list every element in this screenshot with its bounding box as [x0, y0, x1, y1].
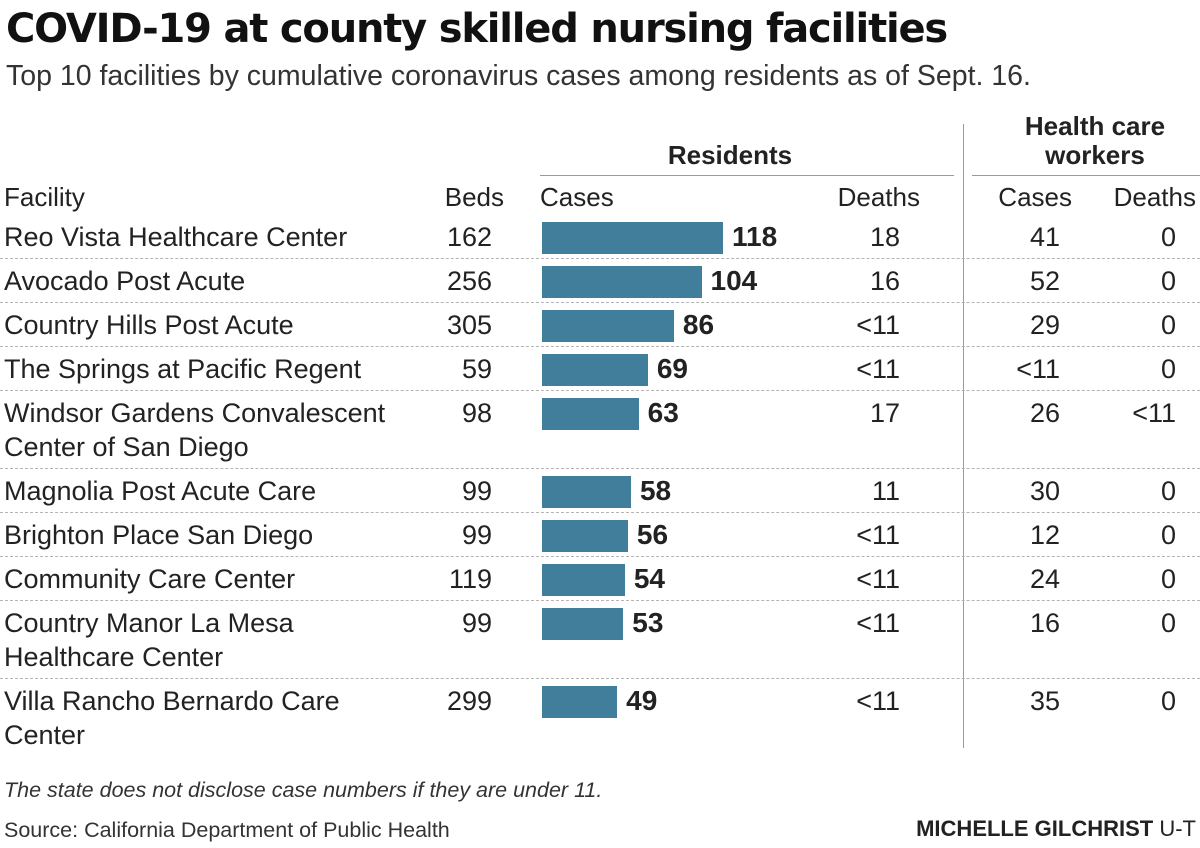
worker-cases-value: 52 — [1029, 266, 1060, 296]
worker-deaths-value: 0 — [1160, 222, 1176, 252]
beds-value: 256 — [446, 266, 492, 296]
beds-value: 119 — [448, 564, 492, 594]
workers-group-header: Health care workers — [1024, 111, 1166, 170]
header-facility: Facility — [4, 182, 85, 212]
beds-value: 99 — [461, 608, 492, 638]
row-separator — [0, 302, 1200, 303]
header-worker-deaths: Deaths — [1113, 182, 1196, 212]
worker-cases-value: 12 — [1029, 520, 1060, 550]
workers-group-rule — [972, 175, 1200, 176]
beds-value: 162 — [446, 222, 492, 252]
resident-deaths-value: <11 — [856, 686, 900, 716]
resident-deaths-value: 11 — [871, 476, 900, 506]
row-separator — [0, 468, 1200, 469]
resident-deaths-value: <11 — [856, 608, 900, 638]
facility-name: Country Manor La Mesa Healthcare Center — [4, 608, 294, 672]
worker-deaths-value: <11 — [1132, 398, 1176, 428]
cases-value-label: 104 — [710, 265, 758, 296]
worker-deaths-value: 0 — [1160, 266, 1176, 296]
footnote: The state does not disclose case numbers… — [4, 778, 603, 802]
beds-value: 59 — [461, 354, 492, 384]
cases-value-label: 56 — [636, 519, 669, 550]
credit: MICHELLE GILCHRIST U-T — [916, 816, 1196, 842]
row-separator — [0, 556, 1200, 557]
cases-value-label: 54 — [633, 563, 665, 594]
row-separator — [0, 258, 1200, 259]
facility-name: Avocado Post Acute — [4, 266, 246, 296]
credit-org: U-T — [1159, 816, 1196, 841]
row-separator — [0, 512, 1200, 513]
worker-deaths-value: 0 — [1160, 564, 1176, 594]
cases-bar — [542, 520, 628, 552]
worker-deaths-value: 0 — [1160, 476, 1176, 506]
beds-value: 99 — [461, 476, 492, 506]
resident-deaths-value: <11 — [856, 564, 900, 594]
cases-bar — [542, 608, 624, 640]
facility-name: Windsor Gardens Convalescent Center of S… — [4, 398, 386, 462]
cases-value-label: 69 — [656, 353, 688, 384]
worker-cases-value: 26 — [1029, 398, 1060, 428]
beds-value: 299 — [446, 686, 492, 716]
cases-bar — [542, 266, 702, 298]
row-separator — [0, 390, 1200, 391]
facility-name: Magnolia Post Acute Care — [4, 476, 317, 506]
cases-value-label: 63 — [647, 397, 679, 428]
cases-bar — [542, 222, 723, 254]
worker-cases-value: <11 — [1016, 354, 1060, 384]
worker-cases-value: 41 — [1029, 222, 1060, 252]
row-separator — [0, 678, 1200, 679]
beds-value: 98 — [461, 398, 492, 428]
facility-name: Brighton Place San Diego — [4, 520, 314, 550]
cases-value-label: 58 — [639, 475, 672, 506]
worker-deaths-value: 0 — [1160, 608, 1176, 638]
residents-group-rule — [540, 175, 954, 176]
header-worker-cases: Cases — [998, 182, 1072, 212]
resident-deaths-value: <11 — [856, 520, 900, 550]
worker-deaths-value: 0 — [1160, 310, 1176, 340]
header-resident-cases: Cases — [540, 182, 614, 212]
worker-cases-value: 24 — [1029, 564, 1060, 594]
header-resident-deaths: Deaths — [837, 182, 920, 212]
cases-value-label: 118 — [732, 221, 778, 252]
row-separator — [0, 346, 1200, 347]
cases-bar — [542, 354, 648, 386]
resident-deaths-value: 16 — [869, 266, 900, 296]
resident-deaths-value: <11 — [856, 354, 900, 384]
cases-bar — [542, 686, 618, 718]
cases-bar — [542, 398, 639, 430]
chart-title: COVID-19 at county skilled nursing facil… — [6, 6, 948, 52]
source-line: Source: California Department of Public … — [4, 818, 450, 842]
cases-value-label: 53 — [632, 607, 664, 638]
worker-deaths-value: 0 — [1160, 520, 1176, 550]
resident-deaths-value: 18 — [869, 222, 900, 252]
cases-bar — [542, 564, 625, 596]
row-separator — [0, 600, 1200, 601]
facility-name: Country Hills Post Acute — [4, 310, 294, 340]
column-divider — [963, 124, 964, 748]
worker-deaths-value: 0 — [1160, 686, 1176, 716]
header-beds: Beds — [444, 182, 504, 212]
cases-value-label: 86 — [682, 309, 715, 340]
residents-group-header: Residents — [667, 140, 793, 170]
cases-bar — [542, 310, 674, 342]
beds-value: 305 — [446, 310, 492, 340]
facility-name: Reo Vista Healthcare Center — [4, 222, 348, 252]
cases-bar — [542, 476, 631, 508]
credit-name: MICHELLE GILCHRIST — [916, 816, 1154, 841]
worker-deaths-value: 0 — [1160, 354, 1176, 384]
facility-name: Community Care Center — [4, 564, 296, 594]
beds-value: 99 — [461, 520, 492, 550]
worker-cases-value: 35 — [1029, 686, 1060, 716]
facility-name: The Springs at Pacific Regent — [4, 354, 362, 384]
resident-deaths-value: 17 — [869, 398, 900, 428]
cases-value-label: 49 — [626, 685, 658, 716]
chart-subtitle: Top 10 facilities by cumulative coronavi… — [6, 60, 1031, 92]
worker-cases-value: 16 — [1029, 608, 1060, 638]
resident-deaths-value: <11 — [856, 310, 900, 340]
facility-name: Villa Rancho Bernardo Care Center — [4, 686, 340, 750]
worker-cases-value: 29 — [1029, 310, 1060, 340]
worker-cases-value: 30 — [1029, 476, 1060, 506]
